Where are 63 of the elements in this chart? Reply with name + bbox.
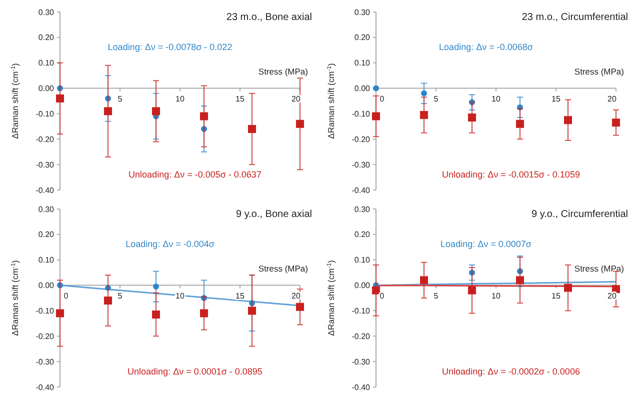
y-tick-label: 0.20 xyxy=(354,33,371,42)
y-tick-label: 0.30 xyxy=(354,8,371,17)
x-axis-title: Stress (MPa) xyxy=(574,263,624,274)
x-tick-label: 0 xyxy=(64,291,69,300)
annotation: Loading: Δν = -0.0068σ xyxy=(439,42,534,52)
y-tick-label: -0.30 xyxy=(352,160,371,170)
y-tick-label: -0.10 xyxy=(352,110,371,119)
chart-title: 9 y.o., Circumferential xyxy=(531,209,628,220)
x-axis-title: Stress (MPa) xyxy=(574,66,624,76)
y-tick-label: 0.10 xyxy=(354,58,371,68)
y-tick-label: -0.30 xyxy=(36,160,55,170)
x-tick-label: 15 xyxy=(552,94,561,104)
x-tick-label: 0 xyxy=(380,291,385,300)
y-tick-label: 0.30 xyxy=(38,204,55,214)
annotation: Loading: Δν = 0.0007σ xyxy=(440,239,532,250)
y-tick-label: -0.40 xyxy=(352,382,371,392)
y-tick-label: -0.40 xyxy=(36,382,55,392)
x-tick-label: 5 xyxy=(118,291,123,300)
annotation: Loading: Δν = -0.004σ xyxy=(126,239,215,250)
y-tick-label: -0.20 xyxy=(352,332,371,341)
x-axis-title: Stress (MPa) xyxy=(258,66,308,76)
x-tick-label: 20 xyxy=(608,94,617,104)
y-tick-label: 0.10 xyxy=(354,256,371,265)
annotation: Unloading: Δν = -0.0002σ - 0.0006 xyxy=(442,366,580,376)
y-tick-label: -0.20 xyxy=(352,134,371,144)
y-tick-label: -0.20 xyxy=(36,332,55,341)
chart-title: 23 m.o., Circumferential xyxy=(522,12,628,23)
annotation: Unloading: Δν = -0.0015σ - 0.1059 xyxy=(442,169,580,180)
x-tick-label: 5 xyxy=(434,291,439,300)
y-tick-label: 0.00 xyxy=(38,281,55,290)
y-tick-label: -0.40 xyxy=(36,186,55,195)
annotation: Unloading: Δν = 0.0001σ - 0.0895 xyxy=(128,366,262,376)
y-tick-label: 0.20 xyxy=(354,230,371,240)
y-tick-label: 0.10 xyxy=(38,58,55,68)
y-tick-label: 0.20 xyxy=(38,33,55,42)
x-tick-label: 15 xyxy=(552,291,561,300)
y-tick-label: -0.30 xyxy=(36,357,55,366)
x-tick-label: 15 xyxy=(236,291,245,300)
x-tick-label: 0 xyxy=(380,94,385,104)
y-tick-label: 0.00 xyxy=(354,84,371,94)
x-tick-label: 5 xyxy=(434,94,439,104)
y-tick-label: -0.10 xyxy=(352,306,371,316)
x-tick-label: 5 xyxy=(118,94,123,104)
x-tick-label: 10 xyxy=(492,291,501,300)
y-tick-label: 0.10 xyxy=(38,256,55,265)
x-tick-label: 10 xyxy=(176,94,185,104)
y-tick-label: -0.30 xyxy=(352,357,371,366)
y-tick-label: 0.00 xyxy=(354,281,371,290)
annotation: Loading: Δν = -0.0078σ - 0.022 xyxy=(108,42,232,52)
x-tick-label: 10 xyxy=(492,94,501,104)
y-tick-label: -0.20 xyxy=(36,134,55,144)
x-axis-title: Stress (MPa) xyxy=(258,263,308,274)
y-tick-label: 0.20 xyxy=(38,230,55,240)
y-tick-label: -0.40 xyxy=(352,186,371,195)
chart-title: 23 m.o., Bone axial xyxy=(226,12,312,23)
annotation: Unloading: Δν = -0.005σ - 0.0637 xyxy=(128,169,262,180)
y-tick-label: -0.10 xyxy=(36,306,55,316)
chart-title: 9 y.o., Bone axial xyxy=(236,209,312,220)
y-tick-label: 0.30 xyxy=(354,204,371,214)
x-tick-label: 15 xyxy=(236,94,245,104)
y-tick-label: -0.10 xyxy=(36,110,55,119)
y-tick-label: 0.30 xyxy=(38,8,55,17)
y-tick-label: 0.00 xyxy=(38,84,55,94)
